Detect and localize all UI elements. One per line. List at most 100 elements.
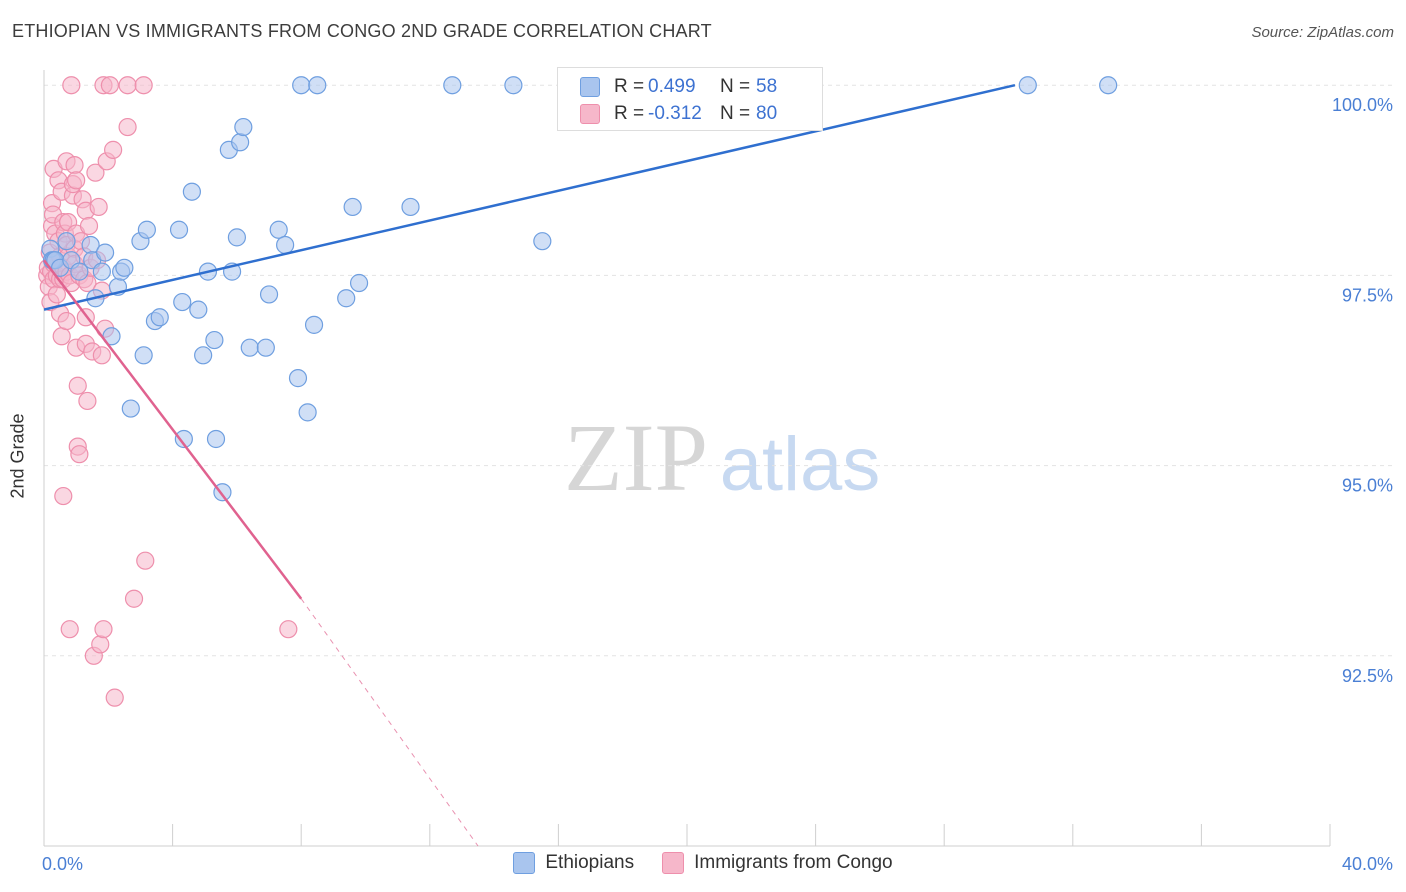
ethiopian-point	[234, 117, 253, 137]
ethiopian-point	[533, 232, 552, 251]
ethiopian-point	[92, 262, 111, 281]
legend-label-ethiopians: Ethiopians	[545, 852, 635, 873]
trend-line-congo-extension	[300, 598, 479, 847]
legend-swatch-blue	[513, 852, 536, 874]
chart-title: ETHIOPIAN VS IMMIGRANTS FROM CONGO 2ND G…	[12, 21, 712, 41]
ethiopian-point	[443, 76, 462, 95]
congo-point	[279, 620, 298, 639]
legend-n-value: 58	[756, 76, 778, 97]
congo-point	[91, 635, 110, 654]
congo-point	[92, 346, 111, 365]
trend-line-ethiopians	[43, 83, 1016, 311]
ethiopian-point	[401, 197, 420, 217]
ethiopian-point	[137, 220, 156, 239]
ethiopian-point	[121, 399, 140, 418]
legend-n-label: N =	[720, 103, 751, 124]
legend-r-value: 0.499	[648, 76, 696, 97]
congo-point	[54, 486, 73, 506]
congo-point	[104, 140, 123, 159]
trend-lines	[43, 83, 1016, 847]
legend-swatch-pink	[662, 852, 685, 874]
ethiopian-point	[292, 76, 311, 95]
ethiopian-point	[259, 285, 279, 304]
legend-n-value: 80	[756, 103, 778, 124]
watermark: ZIP atlas	[564, 404, 880, 511]
legend-n-label: N =	[720, 76, 751, 97]
ethiopian-point	[150, 308, 169, 327]
legend-row-ethiopians: R = 0.499 N = 58	[580, 75, 777, 99]
ethiopian-point	[343, 197, 362, 217]
legend-swatch-pink	[580, 104, 600, 124]
y-tick-label: 97.5%	[1342, 285, 1393, 305]
ethiopian-point	[189, 300, 208, 319]
ethiopian-point	[70, 262, 89, 281]
congo-point	[134, 76, 153, 95]
congo-point	[78, 391, 97, 411]
ethiopian-point	[349, 273, 369, 293]
ethiopian-point	[1018, 76, 1037, 95]
ethiopian-point	[276, 235, 295, 255]
ethiopian-point	[115, 258, 134, 277]
ethiopian-point	[194, 346, 213, 365]
legend-r-label: R =	[614, 103, 645, 124]
congo-point	[67, 171, 86, 190]
congo-point	[94, 620, 113, 639]
source-label: Source: ZipAtlas.com	[1251, 24, 1394, 41]
ethiopian-point	[288, 369, 308, 388]
ethiopian-point	[134, 346, 153, 365]
stats-legend: R = 0.499 N = 58 R = -0.312 N = 80	[557, 67, 823, 131]
y-tick-label: 100.0%	[1332, 95, 1393, 115]
congo-point	[79, 216, 99, 236]
congo-point	[62, 76, 81, 95]
ethiopian-point	[337, 289, 356, 308]
ethiopian-point	[240, 338, 259, 357]
watermark-zip: ZIP	[564, 404, 708, 511]
y-tick-labels: 100.0% 97.5% 95.0% 92.5%	[1332, 95, 1393, 686]
y-tick-label: 95.0%	[1342, 476, 1393, 496]
watermark-atlas: atlas	[720, 422, 881, 507]
legend-r-label: R =	[614, 76, 645, 97]
congo-point	[118, 117, 137, 137]
congo-point	[89, 197, 108, 217]
x-tick-label-min: 0.0%	[42, 854, 83, 874]
congo-point	[47, 285, 66, 304]
ethiopian-point	[298, 403, 317, 422]
congo-point	[68, 376, 87, 395]
legend-r-value: -0.312	[648, 103, 702, 124]
congo-point	[57, 311, 76, 331]
trend-line-congo	[43, 259, 303, 600]
ethiopian-point	[206, 429, 226, 449]
legend-swatch-blue	[580, 77, 600, 97]
ethiopian-point	[269, 220, 288, 239]
series-congo-points	[38, 76, 298, 707]
ethiopian-point	[95, 243, 115, 262]
series-legend: Ethiopians Immigrants from Congo	[0, 852, 1406, 874]
congo-point	[52, 327, 71, 346]
ethiopian-point	[256, 338, 275, 357]
ethiopian-point	[504, 76, 523, 95]
ethiopian-point	[205, 330, 224, 350]
congo-point	[70, 445, 89, 464]
congo-point	[100, 76, 120, 95]
ethiopian-point	[173, 292, 192, 312]
congo-point	[105, 688, 124, 707]
ethiopian-point	[174, 429, 193, 449]
series-ethiopians-points	[41, 76, 1118, 502]
congo-point	[65, 155, 84, 175]
legend-item-congo[interactable]: Immigrants from Congo	[662, 852, 893, 874]
ethiopian-point	[308, 76, 327, 95]
congo-point	[124, 589, 144, 608]
legend-label-congo: Immigrants from Congo	[694, 852, 893, 873]
grid	[44, 84, 1393, 657]
ethiopian-point	[1099, 76, 1118, 95]
congo-point	[86, 163, 105, 182]
congo-point	[118, 76, 137, 95]
congo-point	[136, 551, 155, 570]
legend-row-congo: R = -0.312 N = 80	[580, 102, 777, 126]
ethiopian-point	[169, 220, 189, 239]
ethiopian-point	[227, 228, 246, 247]
y-tick-label: 92.5%	[1342, 666, 1393, 686]
legend-item-ethiopians[interactable]: Ethiopians	[513, 852, 634, 874]
ethiopian-point	[304, 315, 324, 334]
